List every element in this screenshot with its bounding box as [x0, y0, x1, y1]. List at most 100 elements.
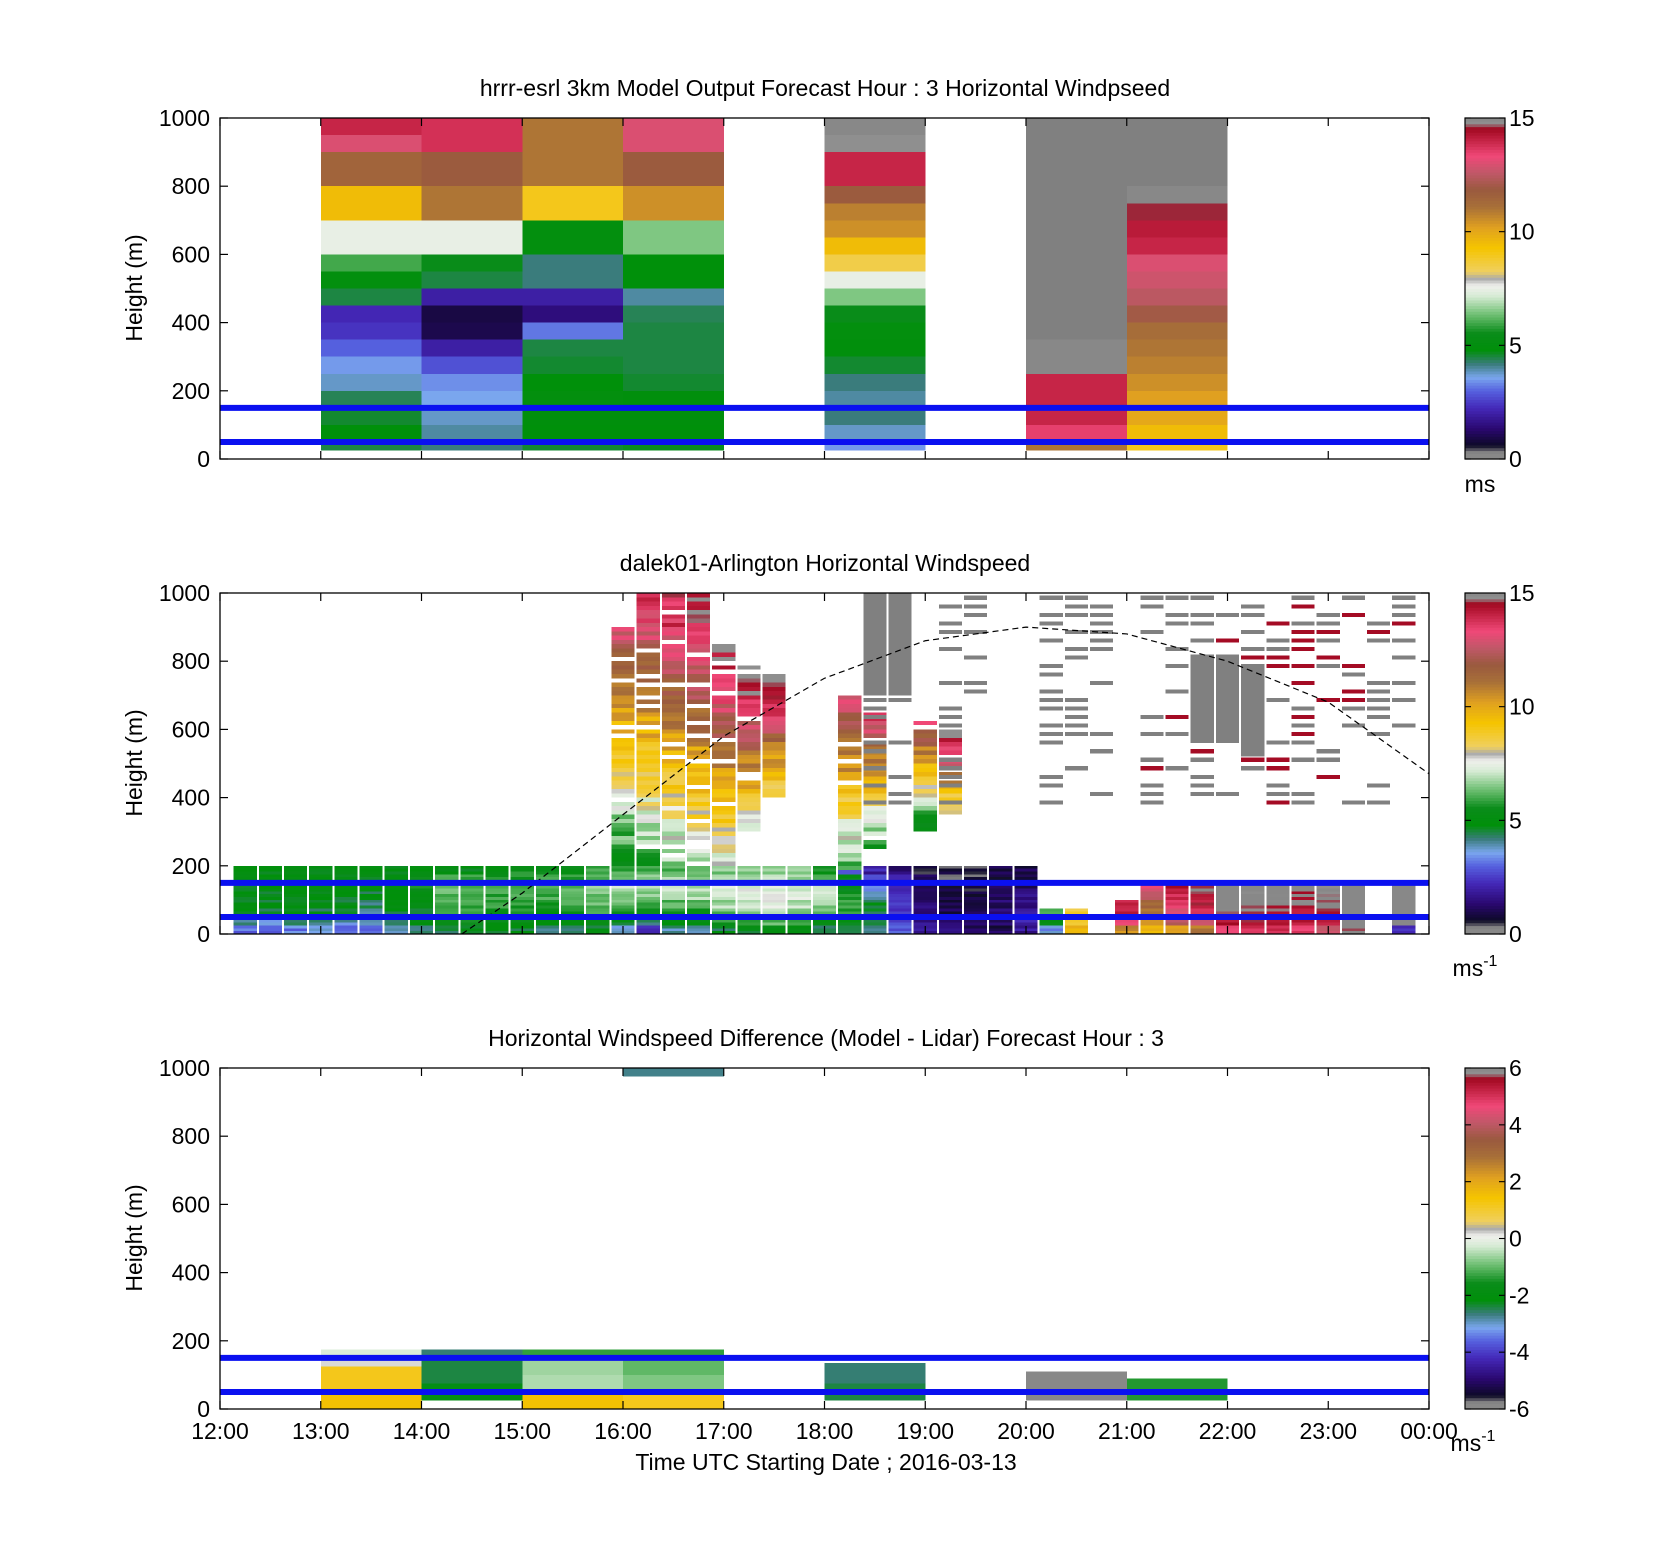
colorbar-frame [1464, 117, 1506, 460]
heatmap-cell [661, 931, 685, 934]
heatmap-cell [611, 669, 635, 674]
heatmap-cell [586, 894, 610, 898]
heatmap-cell [561, 871, 585, 875]
colorbar-swatch [1465, 851, 1505, 856]
colorbar-swatch [1465, 882, 1505, 887]
heatmap-cell [762, 780, 786, 785]
heatmap-cell [1140, 885, 1164, 889]
heatmap-cell [712, 797, 736, 802]
heatmap-cell [283, 865, 308, 869]
heatmap-cell [623, 271, 724, 289]
colorbar-swatch [1465, 1397, 1505, 1402]
heatmap-cell [636, 874, 660, 878]
heatmap-cell [838, 897, 862, 900]
colorbar-swatch [1465, 1204, 1505, 1208]
heatmap-cell [1115, 919, 1139, 923]
heatmap-cell [762, 695, 786, 700]
x-tick-label: 23:00 [1299, 1418, 1357, 1444]
heatmap-cell [1026, 220, 1127, 238]
heatmap-cell [283, 925, 308, 929]
x-axis: 12:00 13:00 14:00 15:00 16:00 17:00 18:00 19:00… [191, 1068, 1458, 1444]
heatmap-cell [1266, 800, 1290, 805]
heatmap-cell [623, 305, 724, 323]
colorbar-swatch [1465, 1369, 1505, 1373]
heatmap-cell [661, 648, 685, 653]
colorbar-swatch [1465, 823, 1505, 827]
heatmap-cell [938, 874, 963, 878]
heatmap-cell [611, 695, 635, 700]
heatmap-cell [510, 902, 534, 906]
heatmap-cell [485, 877, 509, 881]
heatmap-cell [686, 708, 711, 713]
heatmap-cell [863, 810, 887, 815]
heatmap-cell [1126, 390, 1228, 408]
heatmap-cell [1026, 322, 1127, 340]
colorbar-swatch [1465, 789, 1505, 793]
heatmap-cell [611, 827, 635, 832]
colorbar-tick-label: 5 [1509, 332, 1522, 358]
heatmap-cell [1392, 902, 1416, 906]
heatmap-cell [737, 703, 761, 709]
heatmap-cell [636, 627, 660, 632]
colorbar-swatch [1465, 311, 1505, 315]
colorbar-swatch [1465, 305, 1505, 309]
heatmap-cell [561, 931, 585, 934]
heatmap-cell [1140, 911, 1164, 915]
heatmap-cell [863, 931, 887, 934]
heatmap-cell [522, 186, 623, 204]
y-tick-label: 0 [197, 1396, 210, 1422]
heatmap-cell [1291, 621, 1315, 626]
heatmap-cell [1367, 689, 1391, 694]
heatmap-cell [409, 888, 434, 892]
heatmap-cell [359, 908, 383, 912]
heatmap-cell [283, 871, 308, 875]
heatmap-cell [712, 861, 736, 866]
heatmap-cell [686, 678, 711, 683]
colorbar-swatch [1465, 1352, 1505, 1356]
heatmap-cell [409, 894, 434, 898]
heatmap-cell [611, 865, 635, 869]
heatmap-cell [1392, 922, 1416, 926]
heatmap-cell [435, 891, 459, 895]
heatmap-cell [586, 902, 610, 906]
colorbar-swatch [1465, 1298, 1505, 1302]
heatmap-cell [737, 806, 761, 811]
y-tick-label: 400 [172, 785, 210, 811]
colorbar-frame [1464, 592, 1506, 935]
colorbar-swatch [1465, 132, 1505, 136]
heatmap-cell [686, 618, 711, 623]
colorbar-swatch [1465, 854, 1505, 858]
heatmap-cell [1064, 908, 1088, 912]
heatmap-cell [712, 750, 736, 755]
colorbar-swatch [1465, 220, 1505, 224]
heatmap-cell [409, 919, 434, 923]
heatmap-cell [435, 919, 459, 923]
heatmap-cell [812, 888, 837, 892]
heatmap-cell [258, 871, 282, 875]
heatmap-cell [522, 254, 623, 272]
heatmap-cell [1241, 902, 1265, 906]
heatmap-cell [712, 725, 736, 730]
colorbar-swatch [1465, 678, 1505, 682]
heatmap-cell [838, 840, 862, 845]
heatmap-cell [1291, 897, 1315, 900]
heatmap-cell [623, 424, 724, 442]
heatmap-cell [233, 928, 257, 932]
heatmap-cell [913, 905, 937, 909]
heatmap-cell [838, 922, 862, 926]
heatmap-cell [611, 699, 635, 704]
heatmap-cell [964, 925, 988, 929]
colorbar-swatch [1465, 1312, 1505, 1316]
heatmap-cell [636, 885, 660, 889]
heatmap-cell [611, 857, 635, 862]
heatmap-cell [1341, 698, 1366, 703]
y-axis-label: Height (m) [121, 234, 147, 341]
heatmap-cell [1014, 885, 1038, 889]
heatmap-cell [1266, 646, 1290, 651]
heatmap-cell [283, 877, 308, 881]
heatmap-cell [1140, 897, 1164, 900]
colorbar-swatch [1465, 336, 1505, 341]
heatmap-cell [762, 737, 786, 743]
heatmap-cell [712, 746, 736, 751]
heatmap-cell [1126, 254, 1228, 272]
